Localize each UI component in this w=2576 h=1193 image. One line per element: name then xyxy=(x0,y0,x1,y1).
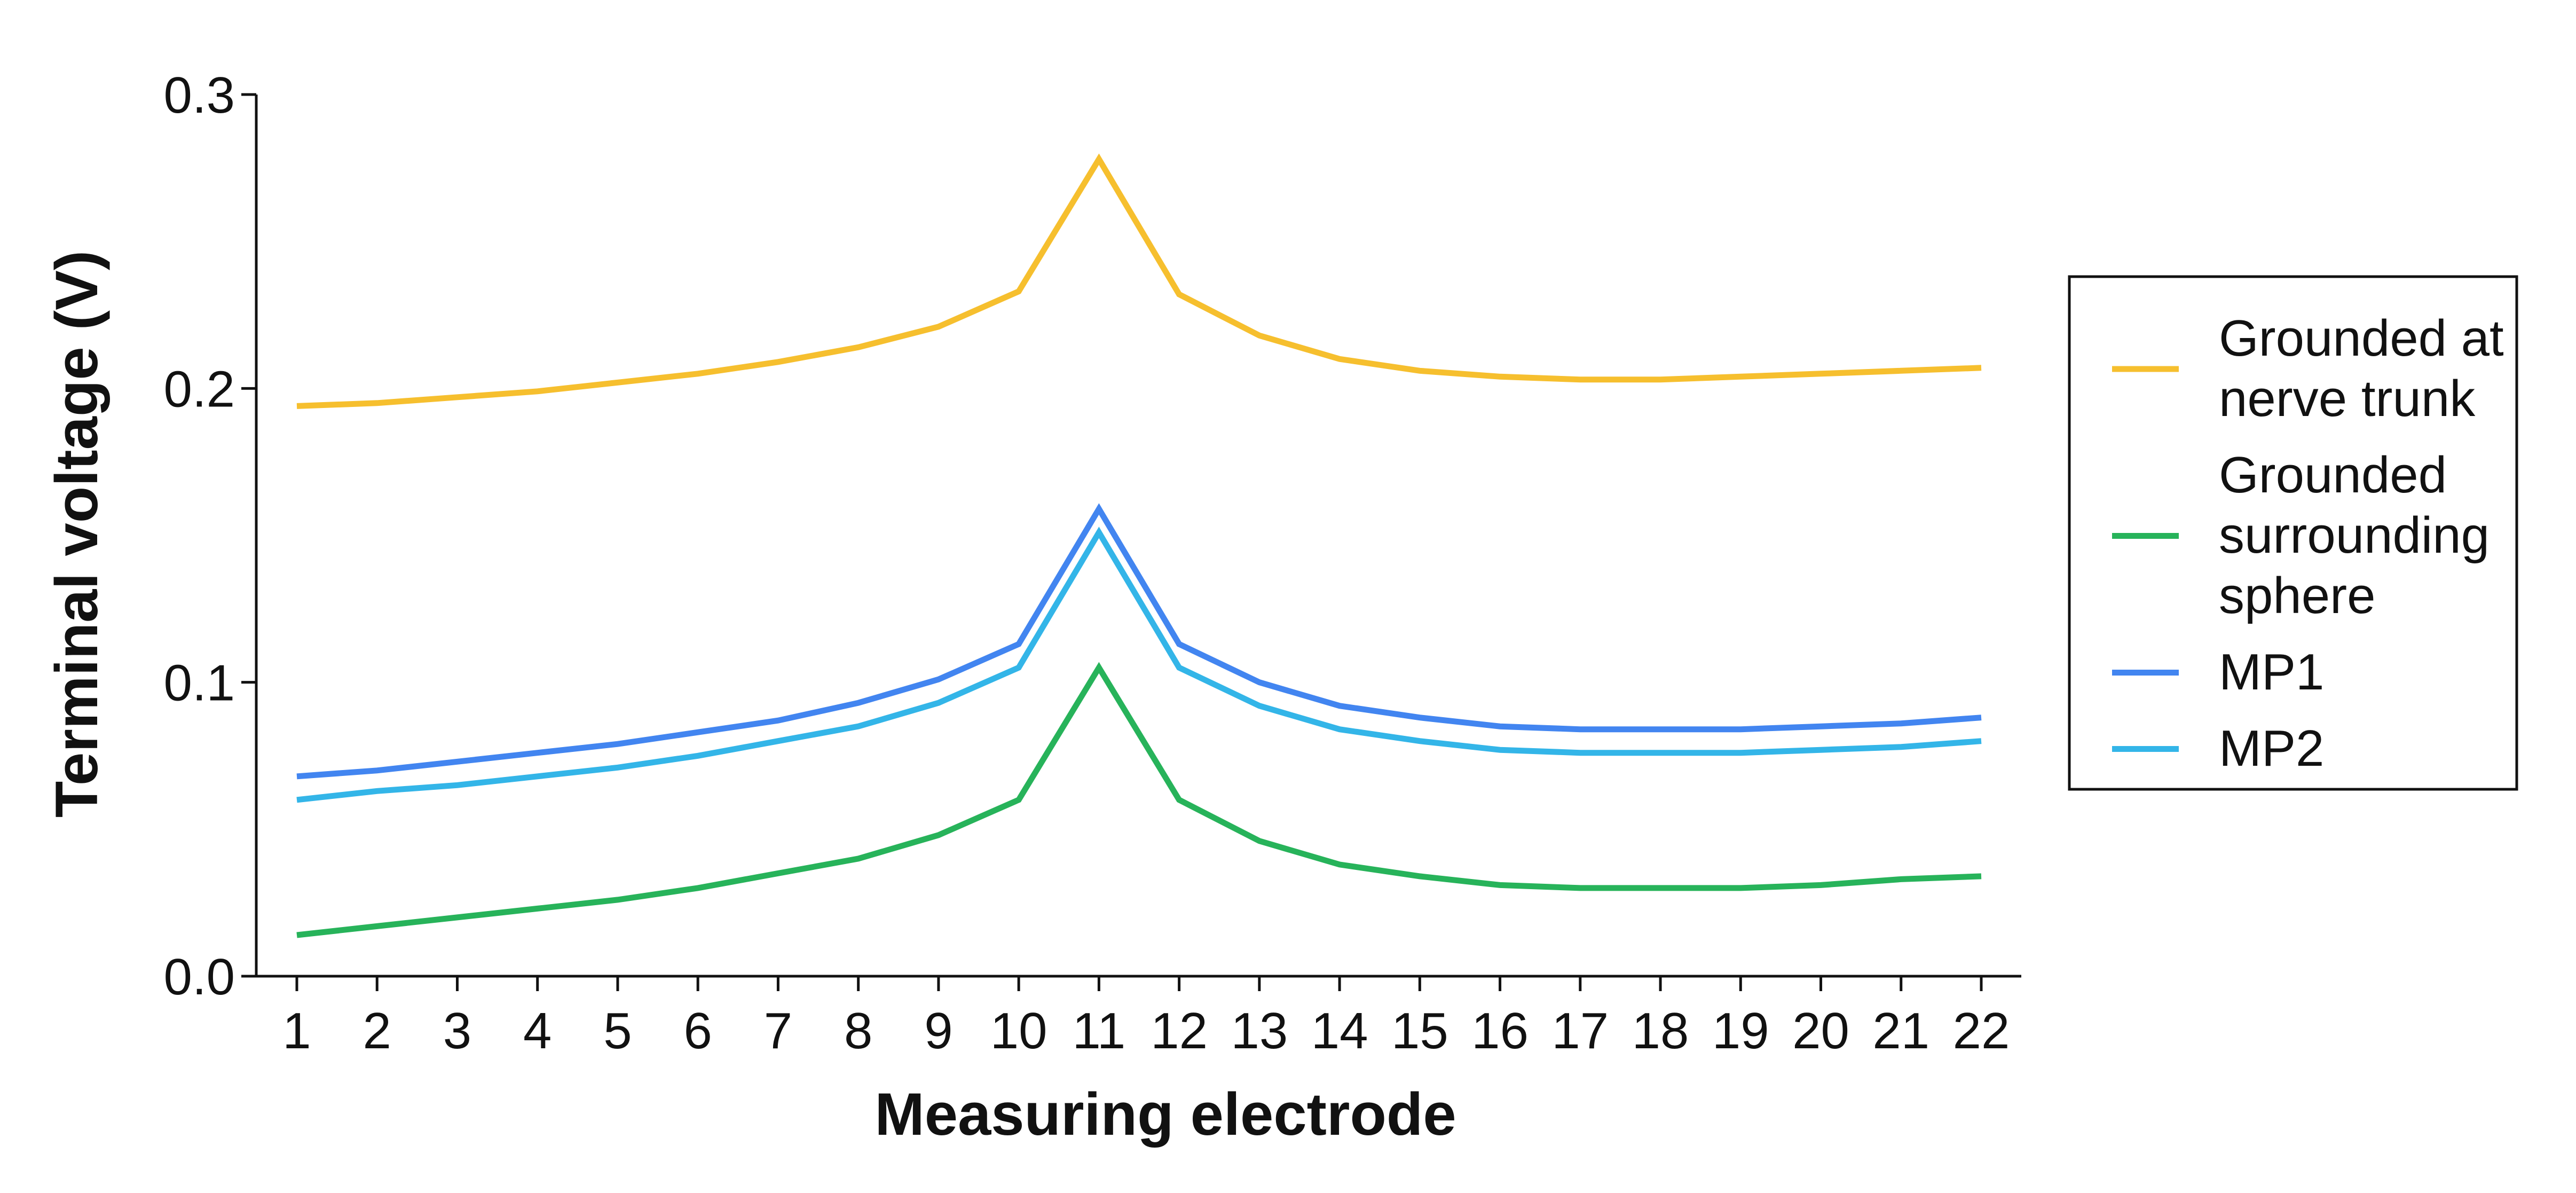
legend-label-3: MP1 xyxy=(2219,643,2324,701)
x-tick-label: 21 xyxy=(1872,1002,1929,1059)
series-lines xyxy=(296,153,1982,938)
x-tick-label: 19 xyxy=(1712,1002,1769,1059)
legend-label-2: Grounded xyxy=(2219,446,2447,504)
x-tick-label: 10 xyxy=(990,1002,1047,1059)
x-tick-label: 3 xyxy=(443,1002,471,1059)
x-tick-label: 15 xyxy=(1391,1002,1448,1059)
x-tick-label: 5 xyxy=(603,1002,632,1059)
x-tick-label: 1 xyxy=(282,1002,311,1059)
x-tick-label: 14 xyxy=(1311,1002,1368,1059)
legend-label-2: sphere xyxy=(2219,567,2376,624)
x-tick-label: 11 xyxy=(1073,1002,1126,1059)
series-line-1 xyxy=(296,153,1982,409)
x-tick-label: 4 xyxy=(523,1002,552,1059)
axes: 0.00.10.20.3 1 2 3 4 5 6 7 8 9 10 11 12 13 14 15 16 17 18… xyxy=(164,67,2021,1059)
y-tick-label: 0.3 xyxy=(164,67,235,124)
x-tick-label: 9 xyxy=(924,1002,952,1059)
x-tick-label: 2 xyxy=(363,1002,391,1059)
x-tick-label: 6 xyxy=(683,1002,712,1059)
y-tick-label: 0.2 xyxy=(164,360,235,418)
legend-label-1: nerve trunk xyxy=(2219,370,2476,427)
x-axis-title: Measuring electrode xyxy=(875,1081,1456,1148)
legend-label-2: surrounding xyxy=(2219,507,2490,564)
x-tick-label: 18 xyxy=(1632,1002,1689,1059)
series-line-3 xyxy=(296,503,1982,780)
x-tick-label: 17 xyxy=(1551,1002,1609,1059)
x-tick-label: 22 xyxy=(1953,1002,2010,1059)
y-tick-label: 0.1 xyxy=(164,655,235,712)
series-line-2 xyxy=(296,662,1982,938)
x-tick-label: 12 xyxy=(1151,1002,1208,1059)
y-tick-label: 0.0 xyxy=(164,948,235,1006)
legend-label-4: MP2 xyxy=(2219,720,2324,777)
x-tick-label: 16 xyxy=(1471,1002,1529,1059)
x-tick-label: 20 xyxy=(1792,1002,1849,1059)
x-axis-ticks: 1 2 3 4 5 6 7 8 9 10 11 12 13 14 15 16 17 18 19 20 21 22 xyxy=(282,976,2010,1059)
legend-label-1: Grounded at xyxy=(2219,310,2504,367)
x-tick-label: 13 xyxy=(1231,1002,1288,1059)
series-line-4 xyxy=(296,527,1982,803)
y-axis-title: Terminal voltage (V) xyxy=(43,250,110,818)
x-tick-label: 7 xyxy=(764,1002,792,1059)
x-tick-label: 8 xyxy=(844,1002,872,1059)
y-axis-ticks: 0.0 0.1 0.2 0.3 xyxy=(164,67,256,1006)
